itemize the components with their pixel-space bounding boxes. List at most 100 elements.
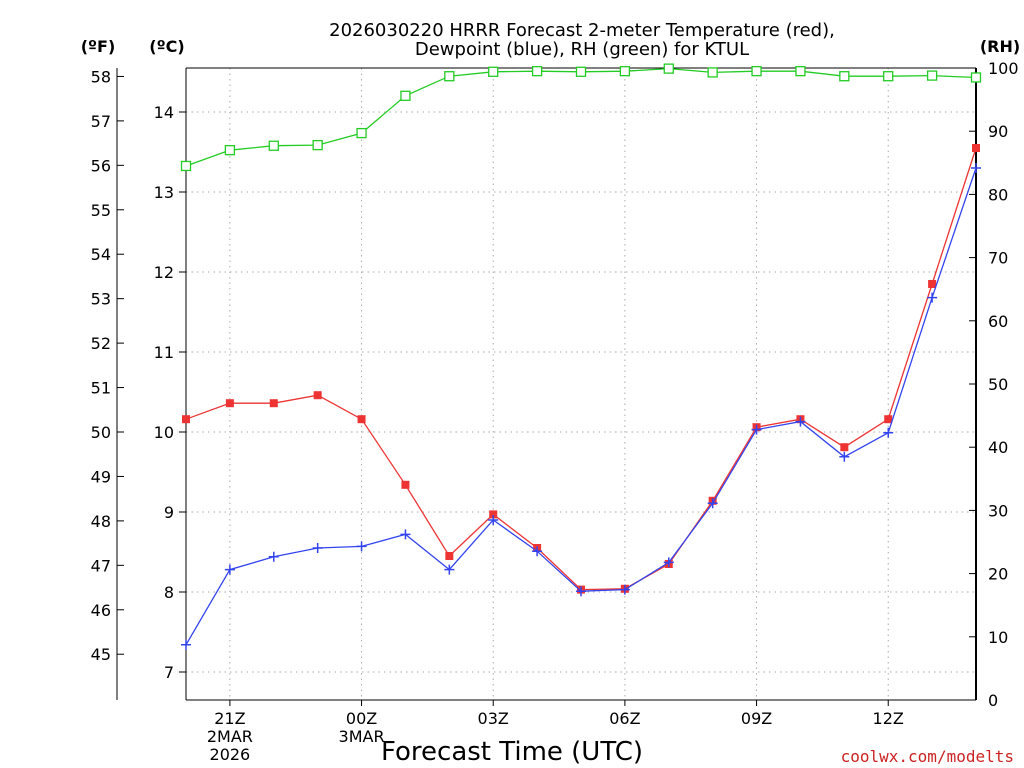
credit-text: coolwx.com/modelts [841, 747, 1014, 766]
data-point-temperature [269, 399, 278, 408]
rh-unit-label: (RH) [980, 37, 1020, 56]
rh-tick-label: 40 [988, 438, 1008, 457]
rh-tick-label: 10 [988, 628, 1008, 647]
series-layer [180, 63, 982, 650]
data-point-rh [926, 70, 938, 81]
data-point-rh [356, 127, 367, 139]
data-point-dewpoint [619, 584, 630, 595]
series-rh [180, 63, 982, 172]
chart-title-line2: Dewpoint (blue), RH (green) for KTUL [415, 39, 749, 60]
data-point-rh [400, 90, 411, 101]
fahrenheit-tick-label: 52 [91, 334, 111, 353]
rh-tick-label: 30 [988, 501, 1008, 520]
data-point-rh [531, 66, 543, 77]
fahrenheit-tick-label: 57 [91, 112, 111, 131]
data-point-rh [224, 145, 236, 156]
data-point-temperature [445, 552, 454, 560]
data-point-dewpoint [795, 416, 806, 427]
x-tick-label: 09Z [741, 709, 772, 728]
celsius-tick-label: 10 [154, 423, 174, 442]
fahrenheit-tick-label: 50 [91, 423, 111, 442]
celsius-tick-label: 7 [164, 663, 174, 682]
rh-tick-label: 90 [988, 122, 1008, 141]
data-point-rh [970, 72, 982, 83]
celsius-tick-label: 9 [164, 503, 174, 522]
data-point-dewpoint [532, 546, 543, 557]
data-point-dewpoint [181, 639, 191, 650]
x-tick-label: 06Z [609, 709, 640, 728]
data-point-rh [312, 139, 323, 151]
rh-tick-label: 70 [988, 249, 1008, 268]
x-tick-label: 00Z [346, 709, 377, 728]
data-point-rh [488, 66, 499, 77]
data-point-rh [883, 71, 894, 82]
data-point-rh [707, 67, 718, 78]
fahrenheit-tick-label: 54 [91, 245, 111, 264]
data-point-temperature [401, 480, 410, 489]
rh-tick-label: 20 [988, 565, 1008, 584]
data-point-temperature [313, 391, 322, 400]
data-point-dewpoint [444, 564, 455, 575]
data-point-dewpoint [663, 557, 674, 568]
x-tick-label: 12Z [873, 709, 904, 728]
data-point-temperature [884, 415, 893, 424]
data-point-temperature [972, 144, 980, 152]
fahrenheit-tick-label: 51 [91, 379, 111, 398]
rh-tick-label: 0 [988, 691, 998, 710]
rh-tick-label: 50 [988, 375, 1008, 394]
fahrenheit-tick-label: 56 [91, 156, 111, 175]
celsius-tick-label: 8 [164, 583, 174, 602]
data-point-rh [575, 66, 587, 77]
data-point-rh [444, 71, 455, 82]
data-point-rh [180, 160, 192, 172]
rh-tick-label: 100 [988, 59, 1019, 78]
fahrenheit-tick-label: 58 [91, 67, 111, 86]
fahrenheit-tick-label: 53 [91, 290, 111, 309]
data-point-rh [268, 140, 279, 151]
x-tick-label: 03Z [478, 709, 509, 728]
series-line-rh [185, 67, 977, 167]
chart-title-line1: 2026030220 HRRR Forecast 2-meter Tempera… [329, 20, 835, 41]
celsius-unit-label: (ºC) [149, 37, 184, 56]
fahrenheit-tick-label: 49 [91, 467, 111, 486]
data-point-dewpoint [312, 543, 323, 553]
data-point-temperature [357, 415, 366, 424]
tick-labels: 7 8 9 10 11 12 13 14 45 46 47 48 49 50 51 52 53 54 55 56 57 5… [91, 59, 1019, 764]
celsius-tick-label: 14 [154, 103, 174, 122]
x-date-label: 2MAR [207, 727, 253, 746]
data-point-dewpoint [971, 163, 981, 173]
series-temperature [182, 144, 980, 594]
data-point-dewpoint [707, 498, 718, 509]
data-point-temperature [182, 415, 190, 424]
data-point-dewpoint [927, 292, 938, 303]
axes [116, 67, 977, 706]
grid-lines [186, 68, 976, 700]
series-dewpoint [181, 163, 981, 650]
data-point-rh [663, 63, 674, 74]
rh-tick-label: 80 [988, 185, 1008, 204]
fahrenheit-tick-label: 47 [91, 556, 111, 575]
data-point-dewpoint [576, 586, 586, 597]
data-point-dewpoint [356, 541, 367, 552]
fahrenheit-tick-label: 48 [91, 512, 111, 531]
fahrenheit-unit-label: (ºF) [81, 37, 116, 56]
data-point-rh [839, 71, 850, 82]
data-point-temperature [225, 399, 234, 408]
fahrenheit-tick-label: 46 [91, 601, 111, 620]
data-point-dewpoint [883, 427, 894, 438]
fahrenheit-tick-label: 45 [91, 645, 111, 664]
series-line-temperature [185, 147, 977, 591]
data-point-dewpoint [400, 529, 411, 540]
x-axis-label: Forecast Time (UTC) [381, 737, 643, 767]
data-point-dewpoint [224, 564, 235, 575]
celsius-tick-label: 11 [154, 343, 174, 362]
data-point-temperature [928, 280, 937, 288]
data-point-dewpoint [751, 424, 762, 435]
series-line-dewpoint [185, 167, 977, 646]
celsius-tick-label: 12 [154, 263, 174, 282]
data-point-temperature [489, 510, 498, 519]
data-point-dewpoint [839, 451, 850, 462]
celsius-tick-label: 13 [154, 183, 174, 202]
data-point-rh [619, 66, 631, 77]
